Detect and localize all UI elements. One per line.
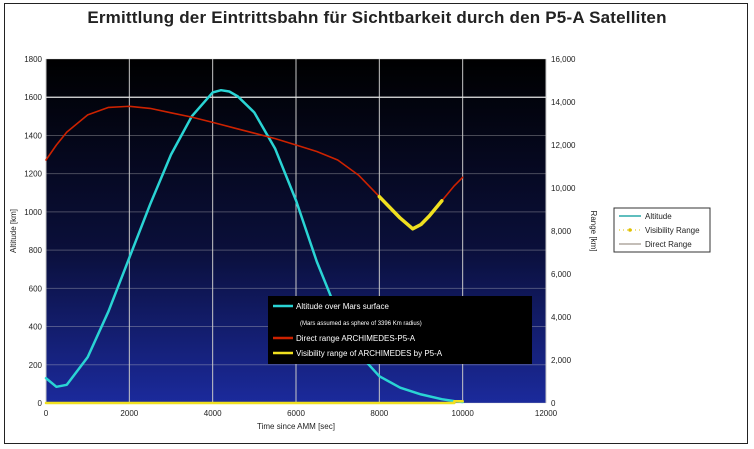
- y-left-tick-label: 1800: [24, 55, 42, 64]
- y-right-tick-label: 14,000: [551, 98, 576, 107]
- y-left-tick-label: 200: [29, 361, 43, 370]
- y-left-tick-label: 0: [38, 399, 43, 408]
- right-legend-entry-visibility: Visibility Range: [645, 226, 700, 235]
- y-left-tick-labels: 0 200 400 600 800 1000 1200 1400 1600 1800: [24, 55, 42, 408]
- series-visibility-baseline-line: [44, 400, 464, 405]
- x-tick-labels: 0 2000 4000 6000 8000 10000 12000: [44, 409, 558, 418]
- series-altitude-line: [44, 88, 464, 404]
- y-left-tick-label: 1000: [24, 208, 42, 217]
- y-right-tick-labels: 0 2,000 4,000 6,000 8,000 10,000 12,000 14,000 1…: [551, 55, 576, 408]
- y-right-tick-label: 10,000: [551, 184, 576, 193]
- series-lines: [44, 88, 464, 405]
- x-tick-label: 2000: [120, 409, 138, 418]
- y-right-tick-label: 0: [551, 399, 556, 408]
- legend-entry-direct-range: Direct range ARCHIMEDES-P5-A: [296, 334, 416, 343]
- legend-entry-altitude: Altitude over Mars surface: [296, 302, 389, 311]
- y-right-axis-label: Range [km]: [589, 211, 598, 252]
- y-right-tick-label: 4,000: [551, 313, 572, 322]
- legend-note: (Mars assumed as sphere of 3396 Km radiu…: [300, 321, 422, 327]
- x-tick-label: 8000: [370, 409, 388, 418]
- y-right-tick-label: 6,000: [551, 270, 572, 279]
- series-visibility-range-line: [377, 194, 444, 231]
- y-left-tick-label: 600: [29, 284, 43, 293]
- chart-title: Ermittlung der Eintrittsbahn für Sichtba…: [87, 8, 667, 27]
- y-left-tick-label: 1600: [24, 93, 42, 102]
- right-legend: Altitude Visibility Range Direct Range: [613, 207, 711, 253]
- x-tick-label: 10000: [452, 409, 475, 418]
- y-right-tick-label: 12,000: [551, 141, 576, 150]
- x-tick-label: 6000: [287, 409, 305, 418]
- y-right-tick-label: 16,000: [551, 55, 576, 64]
- y-left-tick-label: 800: [29, 246, 43, 255]
- y-right-tick-label: 2,000: [551, 356, 572, 365]
- y-left-axis-label: Altitude [km]: [9, 209, 18, 253]
- inner-legend-box: [268, 296, 532, 364]
- y-left-tick-label: 1400: [24, 131, 42, 140]
- legend-entry-visibility: Visibility range of ARCHIMEDES by P5-A: [296, 349, 443, 358]
- right-legend-marker-visibility: [628, 228, 632, 232]
- y-left-tick-label: 1200: [24, 170, 42, 179]
- x-tick-label: 4000: [204, 409, 222, 418]
- x-axis-label: Time since AMM [sec]: [257, 422, 335, 431]
- right-legend-entry-altitude: Altitude: [645, 212, 672, 221]
- x-tick-label: 12000: [535, 409, 558, 418]
- y-right-tick-label: 8,000: [551, 227, 572, 236]
- right-legend-entry-direct-range: Direct Range: [645, 240, 692, 249]
- y-left-tick-label: 400: [29, 323, 43, 332]
- inner-legend: Altitude over Mars surface (Mars assumed…: [268, 296, 532, 364]
- x-tick-label: 0: [44, 409, 49, 418]
